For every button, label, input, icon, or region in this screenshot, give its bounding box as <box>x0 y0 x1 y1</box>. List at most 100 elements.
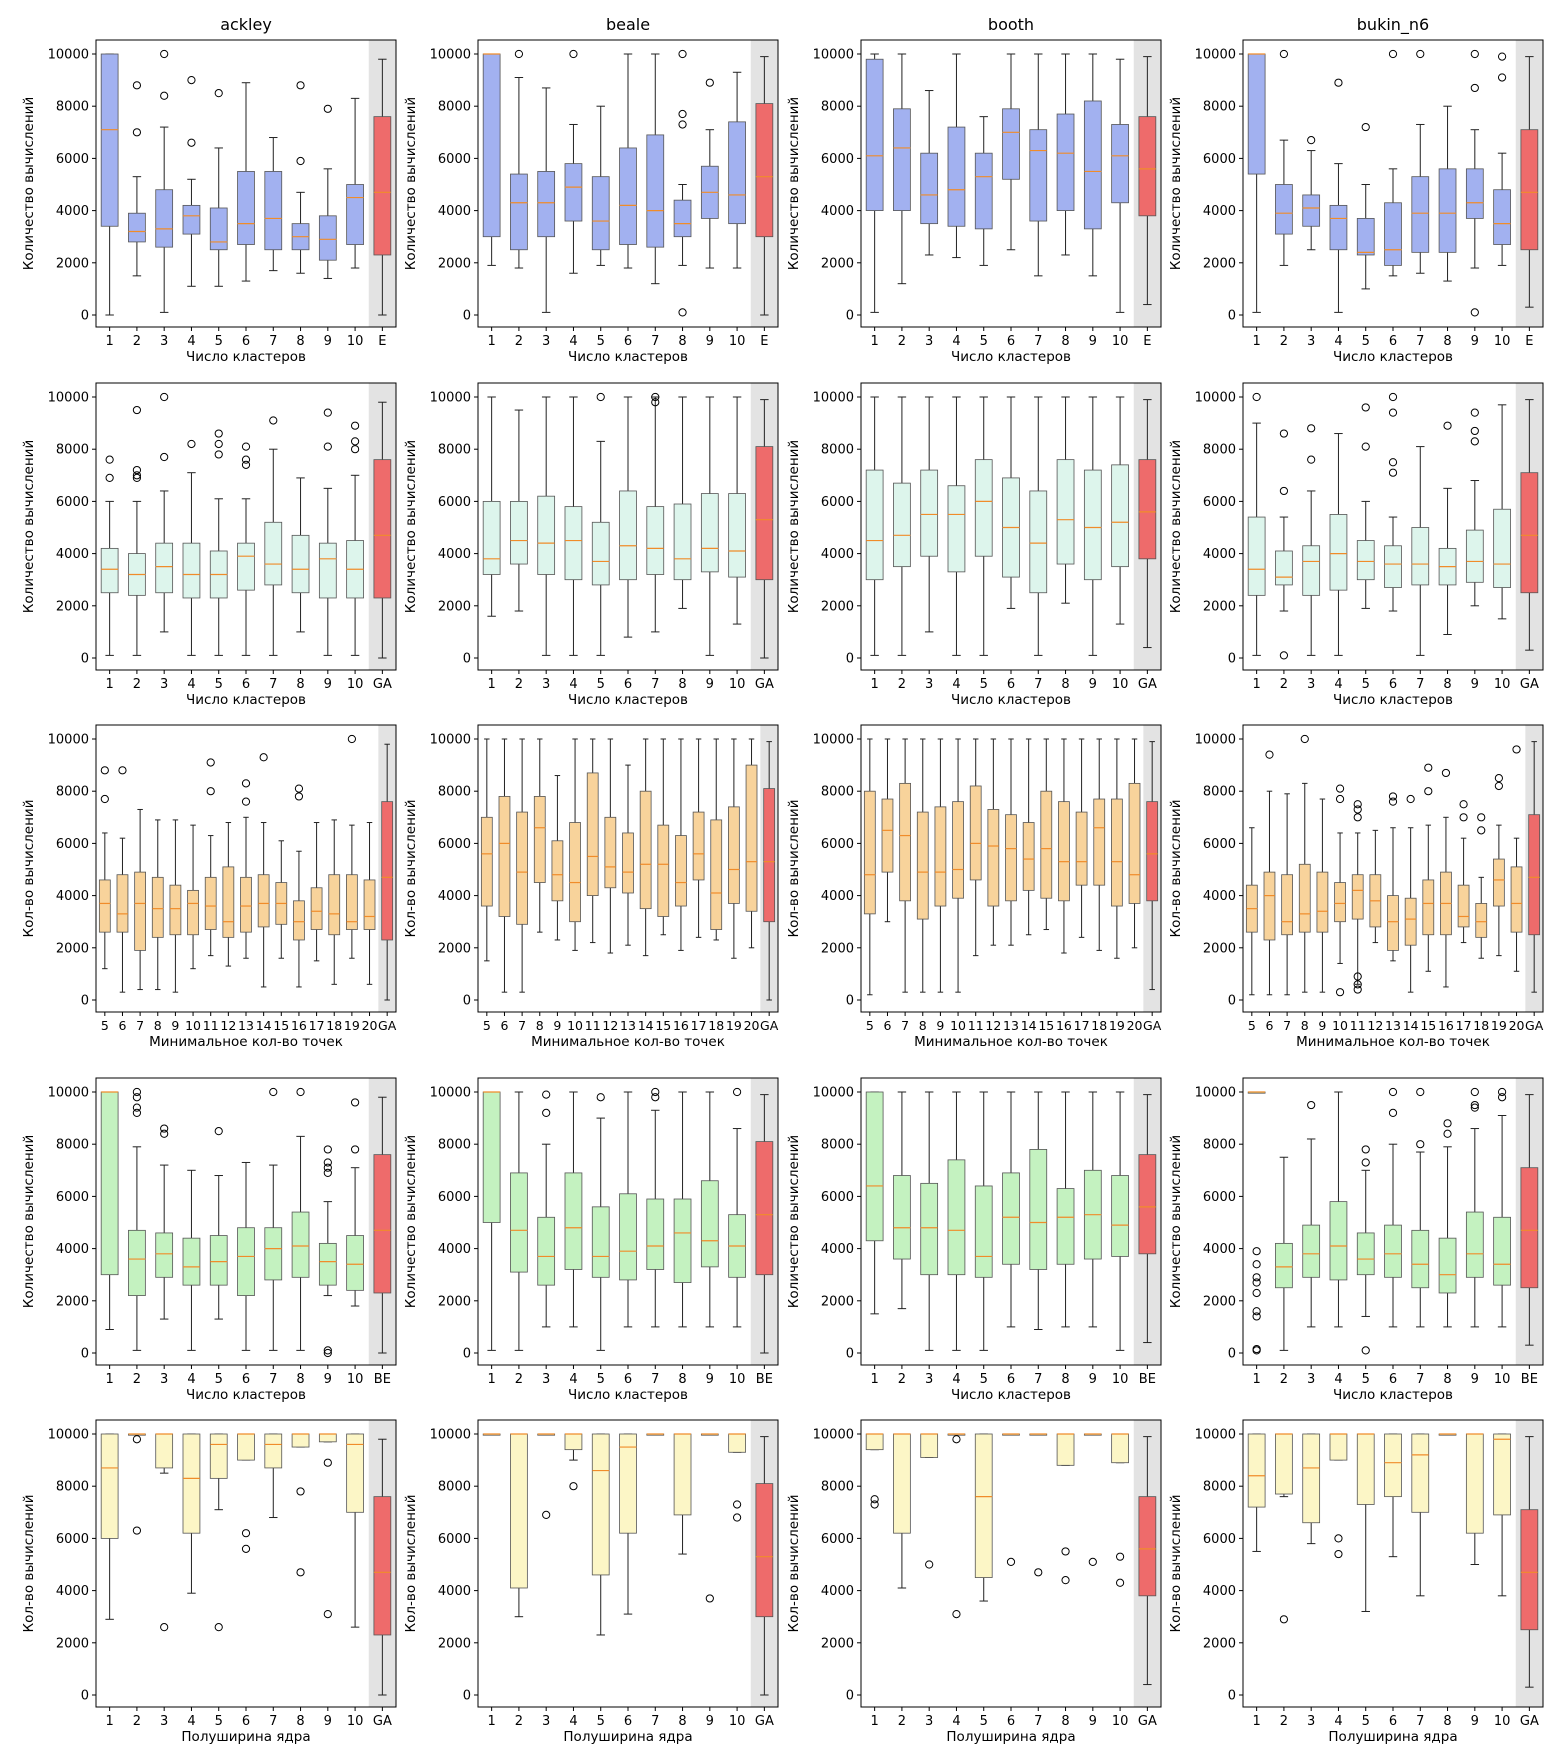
box-15 <box>1422 763 1435 972</box>
box-iqr <box>564 1172 583 1270</box>
outlier-point <box>100 766 109 775</box>
box-iqr <box>204 876 217 930</box>
outlier-point <box>1307 455 1316 464</box>
x-tick-label: 7 <box>1034 334 1042 349</box>
y-tick-label: 2000 <box>438 1636 471 1651</box>
box-iqr <box>237 1227 255 1296</box>
outlier-point <box>870 1495 879 1504</box>
x-axis-label: Минимальное кол-во точек <box>149 1034 343 1050</box>
box-iqr <box>893 482 911 568</box>
box-iqr <box>482 1091 501 1223</box>
y-tick-label: 6000 <box>1203 837 1236 852</box>
outlier-point <box>269 1087 278 1097</box>
box-1 <box>482 1433 501 1436</box>
x-tick-label: GA <box>755 1714 774 1729</box>
box-iqr <box>893 108 911 211</box>
x-tick-label: 8 <box>919 1018 927 1033</box>
y-tick-label: 2000 <box>821 256 854 271</box>
box-8 <box>291 1087 310 1351</box>
x-tick-label: BE <box>756 1372 773 1387</box>
outlier-point <box>1441 768 1451 778</box>
box-7 <box>646 53 665 285</box>
x-tick-label: 7 <box>651 1372 659 1387</box>
y-tick-label: 8000 <box>56 1138 89 1153</box>
y-tick-label: 0 <box>81 309 89 324</box>
box-reference <box>1138 56 1157 306</box>
y-tick-label: 0 <box>463 1347 471 1362</box>
y-tick-label: 8000 <box>438 100 471 115</box>
box-iqr <box>1438 168 1457 253</box>
outlier-point <box>1252 1344 1261 1354</box>
box-16 <box>293 784 305 988</box>
box-iqr <box>1138 116 1157 217</box>
x-tick-label: 9 <box>1471 334 1479 349</box>
y-tick-label: 10000 <box>813 391 854 406</box>
box-reference <box>373 1096 392 1354</box>
outlier-point <box>569 49 578 59</box>
box-10 <box>728 71 746 269</box>
box-iqr <box>533 796 546 883</box>
y-axis-label: Кол-во вычислений <box>403 800 419 938</box>
x-tick-label: 7 <box>1416 1372 1424 1387</box>
box-iqr <box>480 816 493 907</box>
box-iqr <box>673 199 692 238</box>
outlier-point <box>323 1168 332 1178</box>
x-axis-label: Число кластеров <box>951 692 1071 708</box>
box-iqr <box>591 521 610 586</box>
y-tick-label: 8000 <box>821 100 854 115</box>
outlier-point <box>296 81 305 90</box>
box-9 <box>1316 798 1329 993</box>
x-tick-label: 10 <box>1112 1714 1129 1729</box>
panel-beale-row-2: 0 2000 4000 6000 8000 10000 1 2 3 4 5 6 7 8 9 10 GA Число… <box>403 382 779 708</box>
x-tick-label: 5 <box>215 1714 223 1729</box>
x-tick-label: 14 <box>256 1018 272 1033</box>
box-iqr <box>1275 184 1293 235</box>
x-tick-label: 6 <box>1389 677 1397 692</box>
box-iqr <box>865 58 884 212</box>
outlier-point <box>323 1346 332 1355</box>
y-tick-label: 2000 <box>56 599 89 614</box>
x-axis-label: Полуширина ядра <box>563 1729 692 1745</box>
y-tick-label: 10000 <box>1195 733 1236 748</box>
y-tick-label: 6000 <box>438 152 471 167</box>
y-tick-label: 2000 <box>56 1636 89 1651</box>
outlier-point <box>1388 458 1398 467</box>
y-tick-label: 8000 <box>1203 100 1236 115</box>
x-tick-label: 5 <box>866 1018 874 1033</box>
outlier-point <box>323 104 332 113</box>
x-tick-label: 1 <box>105 677 113 692</box>
x-tick-label: 3 <box>1307 334 1315 349</box>
y-tick-label: 6000 <box>1203 1532 1236 1547</box>
y-axis-label: Кол-во вычислений <box>786 800 802 938</box>
x-tick-label: 3 <box>925 1714 933 1729</box>
box-iqr <box>1111 124 1129 204</box>
box-iqr <box>569 822 581 923</box>
outlier-point <box>1307 1100 1316 1110</box>
box-18 <box>1475 813 1488 959</box>
outlier-point <box>514 49 524 59</box>
x-tick-label: 8 <box>296 334 304 349</box>
x-tick-label: 8 <box>678 677 686 692</box>
box-5 <box>1356 1433 1375 1612</box>
y-tick-label: 2000 <box>1203 941 1236 956</box>
box-iqr <box>987 809 1000 907</box>
box-9 <box>551 775 564 941</box>
outlier-point <box>132 473 142 483</box>
box-reference <box>1520 56 1539 308</box>
y-axis-label: Кол-во вычислений <box>21 1495 37 1633</box>
x-tick-label: 7 <box>269 1372 277 1387</box>
box-iqr <box>1302 194 1321 227</box>
x-tick-label: 1 <box>1252 1372 1260 1387</box>
x-tick-label: 1 <box>105 1372 113 1387</box>
x-tick-label: 2 <box>898 334 906 349</box>
box-4 <box>564 1091 583 1328</box>
box-iqr <box>1005 814 1017 902</box>
box-3 <box>1302 424 1321 656</box>
box-3 <box>155 49 174 313</box>
x-axis-label: Число кластеров <box>568 1387 688 1403</box>
box-iqr <box>134 871 146 951</box>
outlier-point <box>1443 1129 1452 1138</box>
box-iqr <box>1384 545 1402 588</box>
box-5 <box>209 89 228 287</box>
x-tick-label: 7 <box>518 1018 526 1033</box>
